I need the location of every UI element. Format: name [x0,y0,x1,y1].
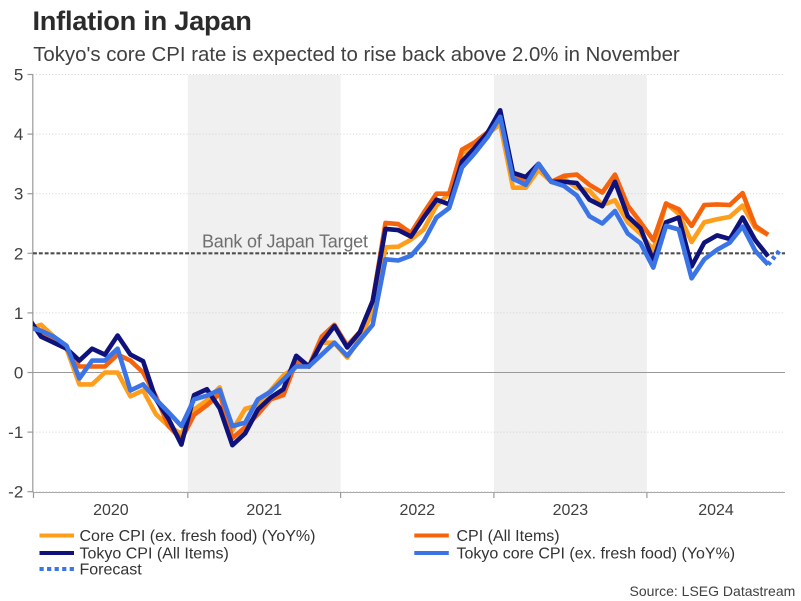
svg-text:Source: LSEG Datastream: Source: LSEG Datastream [630,583,796,599]
svg-text:2023: 2023 [553,502,589,519]
svg-text:CPI (All Items): CPI (All Items) [457,528,560,545]
svg-text:3: 3 [14,185,23,204]
svg-text:-2: -2 [8,483,23,502]
svg-text:4: 4 [14,125,23,144]
svg-text:2020: 2020 [93,502,129,519]
svg-text:Forecast: Forecast [80,562,143,579]
svg-text:1: 1 [14,304,23,323]
svg-text:2021: 2021 [246,502,282,519]
svg-text:5: 5 [14,66,23,85]
svg-text:Tokyo core CPI (ex. fresh food: Tokyo core CPI (ex. fresh food) (YoY%) [457,546,736,563]
svg-text:Bank of Japan Target: Bank of Japan Target [202,232,368,252]
svg-text:2022: 2022 [400,502,436,519]
svg-text:2024: 2024 [698,502,734,519]
svg-text:-1: -1 [8,423,23,442]
svg-text:Inflation in Japan: Inflation in Japan [33,5,252,36]
svg-text:Tokyo's core CPI rate is expec: Tokyo's core CPI rate is expected to ris… [33,44,680,66]
svg-text:Core CPI (ex. fresh food) (YoY: Core CPI (ex. fresh food) (YoY%) [80,528,316,545]
svg-text:0: 0 [14,364,23,383]
svg-text:2: 2 [14,244,23,263]
svg-text:Tokyo CPI (All Items): Tokyo CPI (All Items) [80,546,229,563]
